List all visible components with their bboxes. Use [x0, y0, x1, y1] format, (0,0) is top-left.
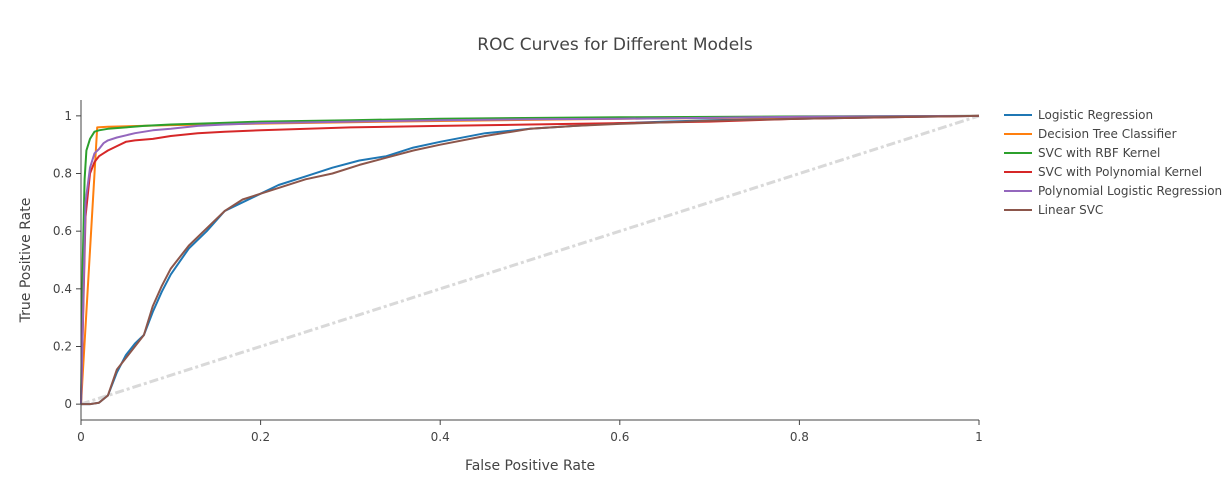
- legend-label-polynomial-logistic-regression[interactable]: Polynomial Logistic Regression: [1038, 184, 1222, 198]
- x-axis-title: False Positive Rate: [465, 458, 595, 474]
- legend-label-logistic-regression[interactable]: Logistic Regression: [1038, 108, 1153, 122]
- x-tick-label: 0.2: [251, 430, 270, 444]
- y-axis-title: True Positive Rate: [18, 198, 34, 324]
- y-axis-ticks: 0 0.2 0.4 0.6 0.8 1: [53, 109, 81, 411]
- y-tick-label: 1: [64, 109, 72, 123]
- legend-label-svc-with-polynomial-kernel[interactable]: SVC with Polynomial Kernel: [1038, 165, 1202, 179]
- series-line-linear-svc: [81, 114, 980, 406]
- y-tick-label: 0.6: [53, 224, 72, 238]
- series-line-polynomial-logistic-regression: [80, 114, 980, 405]
- legend-label-linear-svc[interactable]: Linear SVC: [1038, 203, 1103, 217]
- y-tick-label: 0.8: [53, 167, 72, 181]
- y-tick-label: 0: [64, 397, 72, 411]
- legend[interactable]: Logistic Regression Decision Tree Classif…: [1004, 108, 1222, 217]
- legend-label-svc-with-rbf-kernel[interactable]: SVC with RBF Kernel: [1038, 146, 1160, 160]
- x-tick-label: 0.4: [431, 430, 450, 444]
- y-tick-label: 0.2: [53, 339, 72, 353]
- x-tick-label: 0.8: [790, 430, 809, 444]
- series-line-svc-with-rbf-kernel: [80, 114, 980, 405]
- x-axis-ticks: 0 0.2 0.4 0.6 0.8 1: [77, 420, 983, 444]
- plot-area: [80, 114, 980, 406]
- series-line-chance-diagonal: [80, 114, 980, 406]
- legend-label-decision-tree-classifier[interactable]: Decision Tree Classifier: [1038, 127, 1177, 141]
- x-tick-label: 0: [77, 430, 85, 444]
- chart-title: ROC Curves for Different Models: [477, 35, 753, 55]
- x-tick-label: 1: [975, 430, 983, 444]
- y-tick-label: 0.4: [53, 282, 72, 296]
- x-tick-label: 0.6: [610, 430, 629, 444]
